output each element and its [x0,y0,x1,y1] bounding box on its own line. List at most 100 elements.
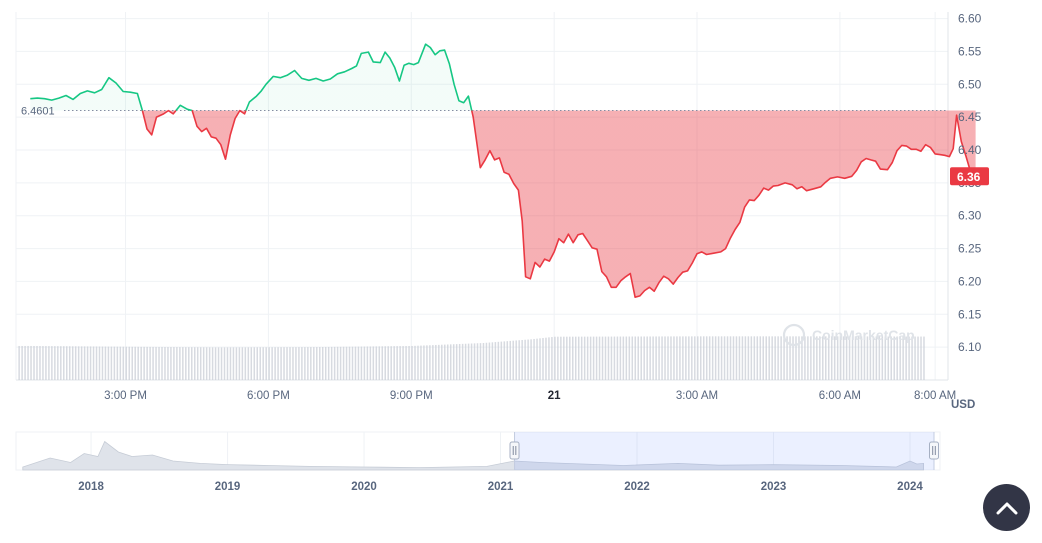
volume-bar [289,347,291,380]
volume-bar [694,336,696,380]
volume-bar [711,336,714,380]
x-tick-label: 21 [548,390,561,402]
volume-bar [625,336,628,380]
navigator-right-handle[interactable] [929,441,939,460]
volume-bar [226,347,229,380]
navigator-left-handle[interactable] [509,441,520,460]
volume-bar [24,345,26,380]
volume-bar [509,340,512,380]
volume-bar [18,345,20,380]
volume-bar [307,347,309,380]
volume-bar [729,336,732,380]
volume-bar [161,346,163,380]
volume-bar [753,336,756,380]
volume-bar [283,347,285,380]
volume-bar [890,336,892,380]
volume-bar [664,336,666,380]
volume-bar [348,346,351,380]
volume-bar [798,336,800,380]
y-tick-label: 6.60 [958,12,982,26]
volume-bar [637,336,639,380]
volume-bar [601,336,604,380]
volume-bar [152,346,154,380]
volume-bar [765,336,767,380]
volume-bar [179,347,181,380]
volume-bar [113,346,116,380]
volume-bar [310,347,312,380]
volume-bar [164,347,166,380]
volume-bar [899,336,901,380]
volume-bar [83,346,86,380]
volume-bar [735,336,738,380]
volume-bar [360,346,363,380]
volume-bar [116,346,119,380]
volume-bar [792,336,794,380]
price-area-above [30,77,143,111]
volume-bar [271,347,273,380]
volume-bar [476,343,479,380]
volume-bar [631,336,634,380]
volume-bar [583,336,586,380]
volume-bar [452,344,455,380]
volume-bar [256,347,259,380]
volume-bar [783,336,785,380]
volume-bar [619,336,622,380]
price-area-below [192,110,246,160]
volume-bar [86,346,89,380]
volume-bar [819,336,821,380]
volume-bar [893,336,895,380]
volume-bar [884,336,887,380]
volume-bar [98,346,101,380]
volume-bar [33,345,35,380]
volume-bar [387,346,389,380]
price-area-above [245,44,472,111]
volume-bar [193,347,196,380]
volume-bar [845,336,848,380]
volume-bar [188,347,190,380]
volume-bar [536,338,538,380]
range-navigator[interactable]: 2018 2019 2020 2021 2022 2023 2024 [15,431,941,493]
volume-bar [851,336,854,380]
volume-bar [542,338,544,380]
volume-bar [262,347,264,380]
volume-bar [756,336,759,380]
volume-bar [369,346,372,380]
volume-bar [589,336,592,380]
price-line [30,43,977,298]
volume-bar [265,347,267,380]
volume-bar [208,347,211,380]
volume-bar [491,342,494,380]
volume-bar [467,343,470,380]
volume-bar [872,336,875,380]
volume-bar [717,336,720,380]
volume-bar [220,347,223,380]
volume-bar [149,346,151,380]
volume-bar [661,336,663,380]
axes: 6.606.556.506.456.406.356.306.256.206.15… [104,12,982,411]
navigator-selected-range[interactable] [514,432,934,470]
volume-bar [702,336,705,380]
scroll-to-top-button[interactable] [983,484,1030,531]
volume-bar [774,336,776,380]
drag-handle-icon [929,441,939,460]
volume-bar [393,346,395,380]
volume-bar [807,336,809,380]
volume-bar [697,336,699,380]
volume-bar [586,336,589,380]
volume-bar [744,336,747,380]
volume-bar [572,336,574,380]
volume-bar [577,336,580,380]
volume-bar [247,347,250,380]
volume-bar [560,336,562,380]
volume-bar [244,347,247,380]
price-line-up [30,76,144,111]
volume-bar [107,346,110,380]
watermark-logo-icon [782,323,806,347]
y-tick-label: 6.30 [958,209,982,223]
volume-bar [780,336,782,380]
volume-bar [280,347,282,380]
volume-bar [914,336,916,380]
volume-bar [250,347,253,380]
volume-bar [911,336,913,380]
